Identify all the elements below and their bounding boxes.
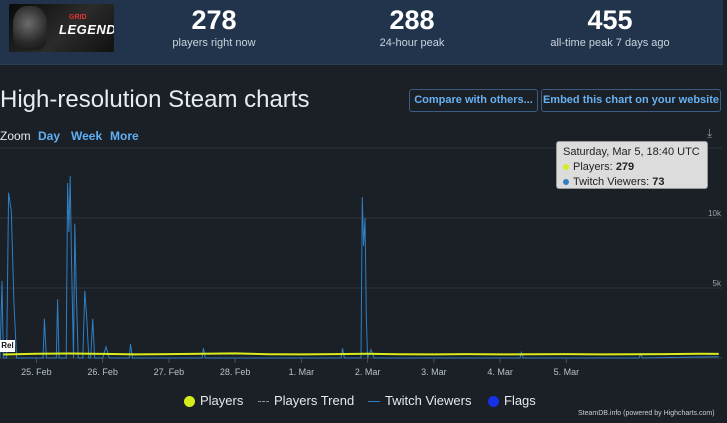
- legend-trend-label: Players Trend: [274, 393, 355, 408]
- players-line: [3, 352, 719, 356]
- trend-legend-icon: [258, 401, 269, 403]
- flags-legend-icon: [488, 396, 499, 408]
- legend-twitch-label: Twitch Viewers: [385, 393, 472, 408]
- tooltip-twitch-value: 73: [652, 176, 665, 188]
- twitch-viewers-line: [0, 175, 719, 359]
- tooltip-players-value: 279: [615, 161, 635, 173]
- tooltip-date: Saturday, Mar 5, 18:40 UTC: [563, 146, 700, 158]
- x-tick-label: 27. Feb: [154, 367, 185, 377]
- stat-label: all-time peak 7 days ago: [550, 37, 670, 49]
- players-dot-icon: [563, 164, 569, 171]
- stat-peak-all-time: 455 all-time peak 7 days ago: [510, 4, 710, 50]
- legend-players[interactable]: Players: [184, 393, 243, 408]
- legend-twitch-viewers[interactable]: Twitch Viewers: [368, 393, 471, 408]
- tooltip-players-label: Players:: [573, 161, 613, 173]
- twitch-dot-icon: [563, 179, 569, 186]
- y-axis-ticks: 5k 10k: [708, 209, 722, 288]
- legend-players-label: Players: [200, 393, 244, 408]
- twitch-legend-icon: [368, 401, 380, 403]
- x-tick-label: 25. Feb: [21, 367, 52, 377]
- stat-value: 288: [389, 5, 435, 35]
- x-tick-label: 2. Mar: [355, 367, 381, 377]
- zoom-week-button[interactable]: Week: [71, 129, 103, 143]
- stat-label: 24-hour peak: [379, 37, 445, 49]
- zoom-day-button[interactable]: Day: [38, 129, 61, 143]
- x-axis-ticks: 25. Feb 26. Feb 27. Feb 28. Feb 1. Mar 2. Mar…: [21, 358, 579, 377]
- y-tick-label: 5k: [713, 279, 722, 288]
- logo-sub-text: GRID: [69, 14, 87, 21]
- download-icon[interactable]: ⤓: [707, 126, 713, 140]
- embed-chart-button[interactable]: Embed this chart on your website: [541, 89, 721, 112]
- legend-flags-label: Flags: [504, 393, 536, 408]
- x-tick-label: 5. Mar: [554, 367, 580, 377]
- chart-series: [0, 175, 719, 359]
- stat-players-now: 278 players right now: [114, 4, 314, 50]
- legend-players-trend[interactable]: Players Trend: [258, 393, 354, 408]
- players-legend-icon: [184, 396, 195, 408]
- x-tick-label: 1. Mar: [289, 367, 315, 377]
- stats-bar: GRID LEGENDS 278 players right now 288 2…: [0, 0, 723, 65]
- stat-value: 278: [191, 5, 237, 35]
- y-tick-label: 10k: [708, 209, 722, 218]
- tooltip-players-row: Players: 279: [563, 160, 707, 175]
- x-tick-label: 3. Mar: [421, 367, 447, 377]
- compare-button[interactable]: Compare with others...: [409, 89, 538, 112]
- page-title: High-resolution Steam charts: [0, 86, 310, 113]
- players-chart[interactable]: 5k 10k 25. Feb 26. Feb 27. Feb 28. Feb 1. Mar…: [0, 140, 727, 380]
- x-tick-label: 26. Feb: [87, 367, 118, 377]
- tooltip-twitch-label: Twitch Viewers:: [573, 176, 650, 188]
- stat-peak-24h: 288 24-hour peak: [312, 4, 512, 50]
- logo-text: LEGENDS: [59, 22, 114, 37]
- x-tick-label: 4. Mar: [487, 367, 513, 377]
- chart-tooltip: Saturday, Mar 5, 18:40 UTC Players: 279 …: [556, 141, 708, 189]
- game-logo[interactable]: GRID LEGENDS: [9, 4, 114, 52]
- zoom-label: Zoom: [0, 129, 31, 143]
- tooltip-twitch-row: Twitch Viewers: 73: [563, 175, 707, 190]
- stat-label: players right now: [172, 37, 256, 49]
- chart-credit[interactable]: SteamDB.info (powered by Highcharts.com): [578, 410, 715, 417]
- x-tick-label: 28. Feb: [220, 367, 251, 377]
- zoom-more-button[interactable]: More: [110, 129, 139, 143]
- legend-flags[interactable]: Flags: [488, 393, 536, 408]
- helmet-image: [13, 6, 47, 50]
- flag-badge[interactable]: Rel: [0, 340, 15, 352]
- stat-value: 455: [587, 5, 633, 35]
